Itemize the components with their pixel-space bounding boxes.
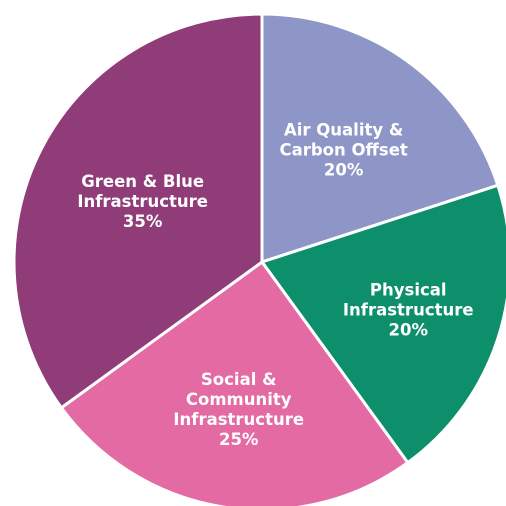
slice-label-green-and-blue-infrastructure: Green & Blue Infrastructure 35%	[77, 172, 208, 231]
slice-label-physical-infrastructure: Physical Infrastructure 20%	[343, 281, 474, 340]
slice-value-label: 20%	[324, 161, 364, 180]
slice-label-line: Carbon Offset	[279, 141, 407, 160]
slice-label-line: Air Quality &	[284, 121, 403, 140]
slices-layer	[12, 12, 506, 506]
slice-green-and-blue-infrastructure	[12, 12, 264, 410]
slice-social-and-community-infrastructure	[59, 260, 410, 506]
slice-value-label: 25%	[219, 430, 259, 449]
slice-label-line: Infrastructure	[77, 192, 208, 211]
labels-layer: Air Quality & Carbon Offset 20%Physical Inf…	[77, 121, 473, 449]
slice-label-line: Green & Blue	[81, 172, 204, 191]
slice-label-line: Social &	[201, 370, 277, 389]
slice-value-label: 35%	[123, 212, 163, 231]
slice-air-quality-and-carbon-offset	[260, 12, 500, 264]
slice-label-social-and-community-infrastructure: Social & Community Infrastructure 25%	[173, 370, 304, 449]
slice-label-line: Infrastructure	[173, 410, 304, 429]
slice-label-air-quality-and-carbon-offset: Air Quality & Carbon Offset 20%	[279, 121, 407, 180]
slice-label-line: Physical	[370, 281, 447, 300]
slice-label-line: Community	[186, 390, 292, 409]
slice-physical-infrastructure	[260, 183, 506, 465]
slice-value-label: 20%	[388, 321, 428, 340]
slice-label-line: Infrastructure	[343, 301, 474, 320]
